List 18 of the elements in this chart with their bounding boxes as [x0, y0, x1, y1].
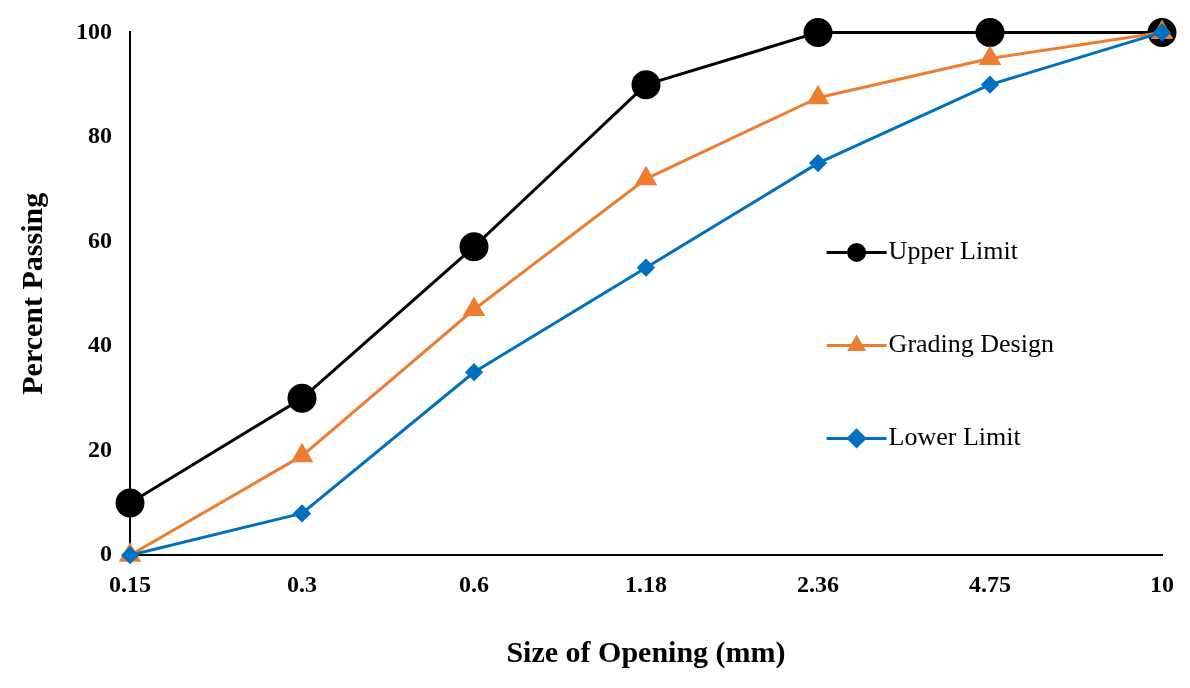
y-tick-label: 60 [88, 226, 112, 253]
y-tick-label: 40 [88, 331, 112, 358]
x-tick-label: 0.15 [109, 570, 151, 597]
y-tick-label: 0 [100, 540, 112, 567]
x-tick-label: 10 [1150, 570, 1174, 597]
x-tick-label: 0.6 [459, 570, 489, 597]
y-tick-label: 100 [76, 17, 112, 44]
x-tick-label: 1.18 [625, 570, 667, 597]
y-axis-title: Percent Passing [14, 192, 48, 395]
legend-label: Upper Limit [888, 236, 1019, 266]
y-tick-label: 80 [88, 122, 112, 149]
x-tick-label: 0.3 [287, 570, 317, 597]
x-tick-label: 2.36 [797, 570, 839, 597]
y-tick-label: 20 [88, 435, 112, 462]
x-axis-title: Size of Opening (mm) [506, 634, 786, 669]
legend-label: Lower Limit [888, 422, 1022, 452]
legend-label: Grading Design [888, 329, 1054, 359]
x-tick-label: 4.75 [969, 570, 1011, 597]
